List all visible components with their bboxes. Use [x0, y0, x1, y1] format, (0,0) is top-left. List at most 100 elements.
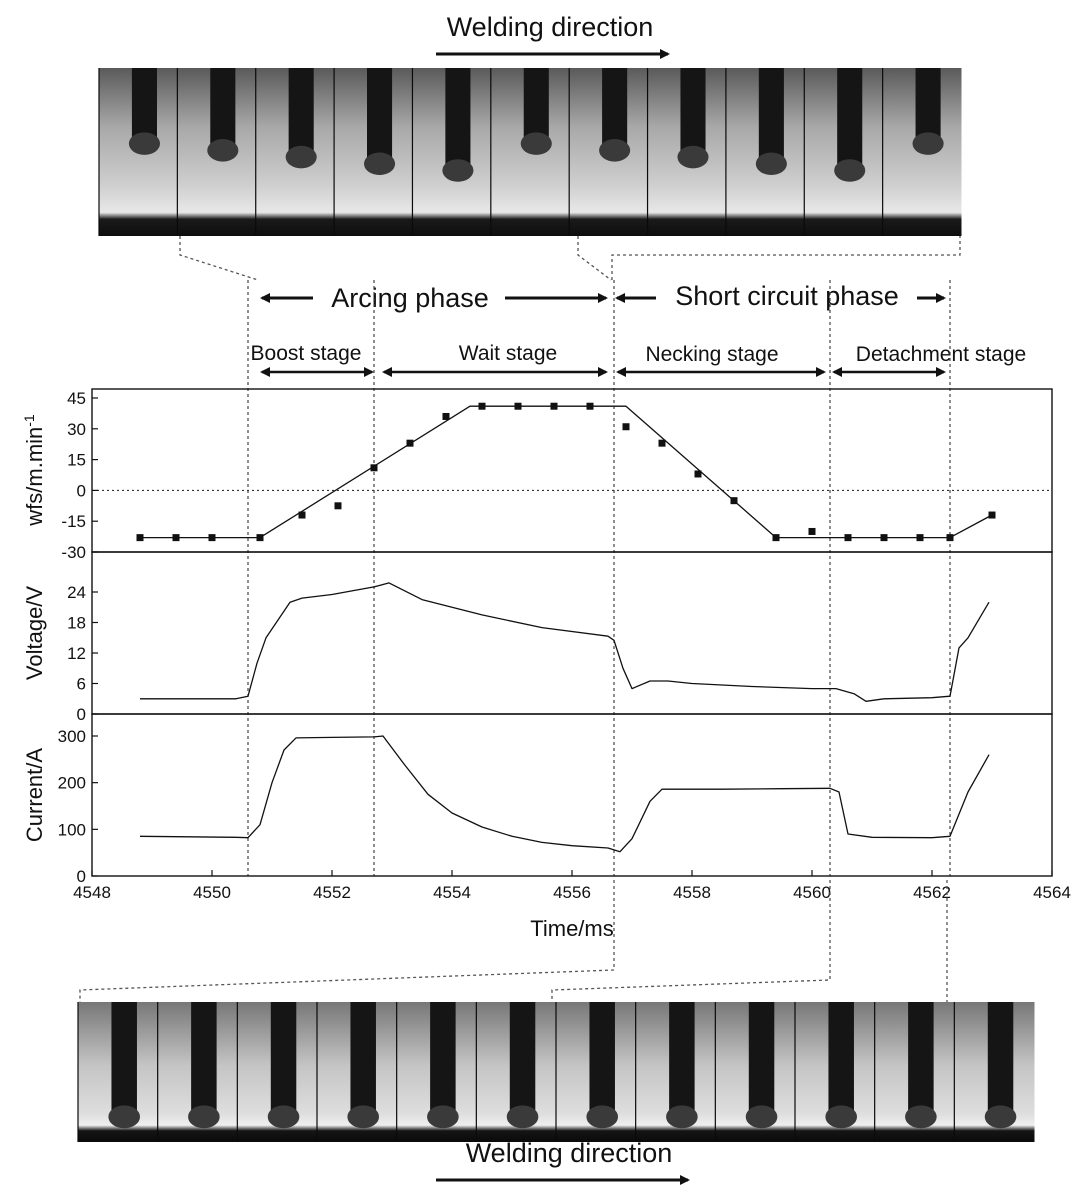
photo-frame: [236, 1002, 318, 1142]
photo-frame: [646, 68, 727, 236]
metal-droplet: [267, 1105, 300, 1129]
wfs-data-point: [622, 423, 630, 431]
connector-top-right: [611, 236, 961, 280]
electrode-wire: [602, 68, 628, 151]
metal-droplet: [745, 1105, 778, 1129]
photo-frame: [635, 1002, 716, 1142]
wfs-axis-label-superscript: -1: [21, 414, 37, 427]
metal-droplet: [586, 1105, 619, 1129]
current-panel: 0 100 200 300: [58, 713, 1053, 886]
x-axis-label: Time/ms: [530, 916, 614, 941]
electrode-wire: [523, 68, 549, 144]
metal-droplet: [677, 145, 709, 169]
photo-frame: [176, 68, 257, 236]
voltage-y-tick-label: 0: [77, 705, 86, 724]
electrode-wire: [828, 1002, 854, 1117]
x-tick-label: 4556: [553, 883, 591, 902]
current-y-tick-label: 0: [77, 867, 86, 886]
arcing-phase-label: Arcing phase: [331, 283, 489, 313]
stage-boundary-lines: [247, 280, 951, 876]
metal-droplet: [363, 152, 396, 176]
current-axis-label: Current/A: [22, 748, 47, 842]
wfs-data-point: [298, 511, 306, 519]
metal-droplet: [905, 1105, 937, 1129]
electrode-wire: [915, 68, 941, 144]
photo-frame: [98, 68, 178, 236]
connector-bottom-left: [79, 880, 615, 1002]
electrode-wire: [680, 68, 706, 158]
top-welding-direction-label: Welding direction: [447, 12, 654, 42]
x-axis: 4548 4550 4552 4554 4556 4558 4560 4562 4564: [73, 870, 1071, 902]
electrode-wire: [367, 68, 393, 164]
wfs-data-point: [442, 412, 450, 420]
x-tick-label: 4564: [1033, 883, 1071, 902]
detachment-stage-label: Detachment stage: [856, 343, 1026, 366]
phase-annotations: Arcing phase Short circuit phase: [260, 281, 946, 313]
electrode-wire: [288, 68, 314, 158]
bottom-photo-strip: Welding direction: [77, 1002, 1035, 1185]
wfs-data-point: [694, 470, 702, 478]
metal-droplet: [128, 132, 160, 155]
current-y-tick-label: 100: [58, 820, 86, 839]
photo-frame: [803, 68, 884, 236]
current-y-tick-label: 300: [58, 727, 86, 746]
photo-frame: [490, 68, 570, 236]
photo-frame: [316, 1002, 398, 1142]
electrode-wire: [131, 68, 157, 144]
stage-annotations: Boost stage Wait stage Necking stage Det…: [251, 342, 1026, 377]
photo-frame: [77, 1002, 159, 1142]
photo-frame: [725, 68, 805, 236]
electrode-wire: [445, 68, 471, 171]
metal-droplet: [285, 145, 317, 169]
metal-droplet: [442, 159, 474, 182]
metal-droplet: [520, 132, 552, 155]
wfs-y-tick-label: -15: [61, 512, 86, 531]
connector-top-left: [179, 236, 259, 281]
wfs-y-tick-label: 45: [67, 389, 86, 408]
x-tick-label: 4562: [913, 883, 951, 902]
current-panel-frame: [91, 713, 1053, 877]
metal-droplet: [506, 1105, 539, 1129]
metal-droplet: [188, 1105, 220, 1129]
wfs-panel: -30 -15 0 15 30 45: [61, 388, 1053, 562]
voltage-panel: 0 6 12 18 24: [67, 551, 1053, 724]
electrode-wire: [908, 1002, 934, 1117]
photo-frame: [255, 68, 335, 236]
metal-droplet: [912, 132, 944, 155]
top-photo-frames: [98, 68, 962, 236]
electrode-wire: [748, 1002, 775, 1117]
metal-droplet: [666, 1105, 698, 1129]
photo-frame: [953, 1002, 1035, 1142]
wfs-axis-label-text: wfs/m.min: [22, 427, 47, 527]
wfs-data-point: [658, 439, 666, 447]
x-tick-label: 4554: [433, 883, 471, 902]
metal-droplet: [984, 1105, 1017, 1129]
electrode-wire: [111, 1002, 137, 1117]
short-circuit-phase-label: Short circuit phase: [675, 281, 899, 311]
necking-stage-label: Necking stage: [645, 343, 778, 366]
top-photo-strip: Welding direction: [98, 12, 962, 236]
electrode-wire: [589, 1002, 615, 1117]
wfs-y-tick-label: 15: [67, 451, 86, 470]
metal-droplet: [108, 1105, 141, 1129]
metal-droplet: [834, 159, 866, 182]
wfs-data-point: [334, 502, 342, 510]
photo-frame: [874, 1002, 955, 1142]
metal-droplet: [207, 139, 239, 162]
x-tick-label: 4552: [313, 883, 351, 902]
photo-frame: [157, 1002, 238, 1142]
electrode-wire: [191, 1002, 217, 1117]
x-tick-label: 4560: [793, 883, 831, 902]
current-y-tick-label: 200: [58, 774, 86, 793]
metal-droplet: [755, 152, 787, 176]
wfs-series-line: [140, 405, 993, 539]
electrode-wire: [987, 1002, 1014, 1117]
photo-frame: [475, 1002, 557, 1142]
voltage-y-tick-label: 12: [67, 644, 86, 663]
connector-bottom-mid: [551, 880, 831, 1002]
connector-top-mid: [577, 236, 612, 281]
photo-frame: [411, 68, 492, 236]
voltage-series-line: [140, 582, 990, 702]
